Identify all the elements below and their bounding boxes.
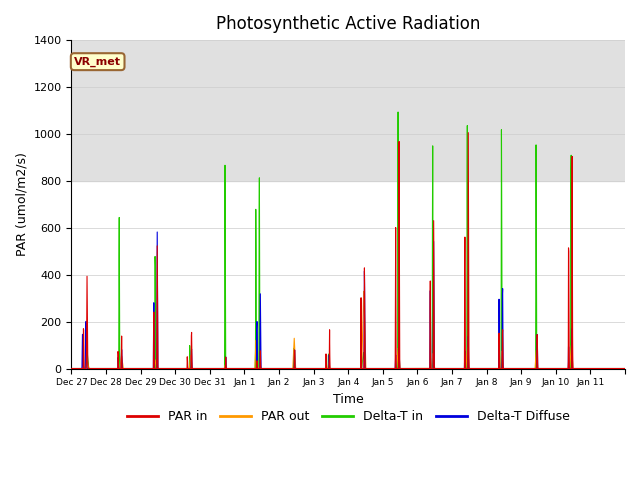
Text: VR_met: VR_met xyxy=(74,57,121,67)
Bar xyxy=(72,40,625,181)
Y-axis label: PAR (umol/m2/s): PAR (umol/m2/s) xyxy=(15,152,28,256)
Title: Photosynthetic Active Radiation: Photosynthetic Active Radiation xyxy=(216,15,481,33)
Legend: PAR in, PAR out, Delta-T in, Delta-T Diffuse: PAR in, PAR out, Delta-T in, Delta-T Dif… xyxy=(122,405,575,428)
X-axis label: Time: Time xyxy=(333,393,364,406)
